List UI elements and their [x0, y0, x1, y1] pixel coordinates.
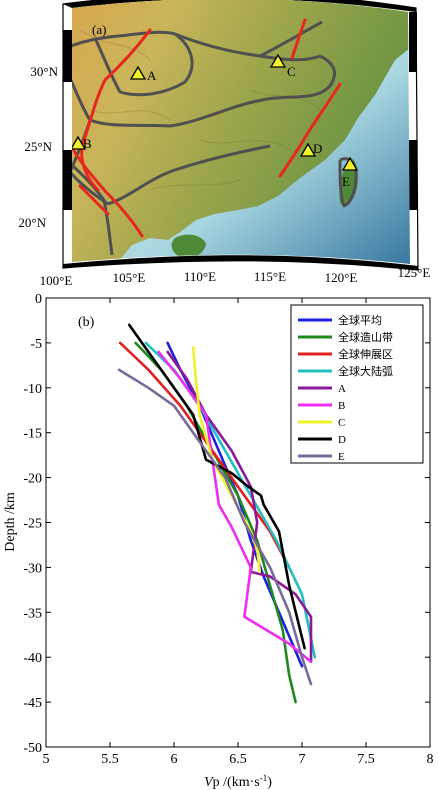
series-line-7: [127, 323, 306, 650]
map-stations: [72, 53, 359, 171]
lon-tick-120: 120°E: [325, 270, 358, 285]
station-D-marker: [299, 142, 317, 157]
lon-tick-115: 115°E: [254, 269, 286, 284]
lon-tick-125: 125°E: [398, 265, 431, 280]
x-tick-label: 7.5: [357, 752, 375, 767]
map-frame-band-top: [63, 0, 416, 12]
y-tick-label: -10: [23, 382, 42, 397]
y-axis-title: Depth /km: [3, 492, 18, 552]
chart-panel: 5 5.5 6 6.5 7 7.5 8 0 -5 -10 -15 -20 -25 -30 -35 -40 -45…: [3, 292, 434, 790]
y-tick-label: -5: [30, 337, 42, 352]
station-A-marker: [129, 65, 147, 80]
x-axis-title: Vp /(km·s-1): [204, 773, 272, 790]
series-lines: [117, 323, 317, 704]
y-tick-label: -35: [23, 606, 42, 621]
series-line-6: [191, 346, 262, 574]
lon-tick-110: 110°E: [184, 269, 216, 284]
station-B-label: B: [83, 136, 92, 151]
station-C-label: C: [287, 64, 296, 79]
map-frame-band-right-1: [409, 12, 417, 72]
y-tick-label: -30: [23, 561, 42, 576]
series-line-5: [157, 350, 313, 664]
lon-tick-100: 100°E: [40, 273, 73, 288]
legend-label: 全球造山带: [338, 330, 393, 344]
x-tick-label: 5.5: [101, 752, 119, 767]
station-A-label: A: [147, 68, 157, 83]
lat-tick-25: 25°N: [24, 139, 52, 154]
map-frame-band-left-1: [63, 30, 72, 82]
station-C-marker: [269, 53, 287, 68]
y-tick-label: 0: [35, 292, 42, 307]
legend-box: [290, 304, 424, 464]
legend-label: C: [338, 417, 345, 429]
x-tick-label: 6.5: [229, 752, 247, 767]
station-D-label: D: [313, 141, 322, 156]
y-tick-label: -20: [23, 472, 42, 487]
map-faults: [72, 18, 342, 238]
station-E-label: E: [342, 174, 350, 189]
y-tick-label: -45: [23, 696, 42, 711]
legend-label: A: [338, 383, 346, 395]
series-line-8: [117, 368, 313, 686]
station-E-marker: [341, 156, 359, 171]
x-tick-label: 6: [171, 752, 178, 767]
y-tick-label: -25: [23, 517, 42, 532]
x-tick-label: 8: [427, 752, 434, 767]
lat-tick-20: 20°N: [18, 215, 46, 230]
legend-label: E: [338, 451, 345, 463]
map-panel-label: (a): [92, 22, 106, 37]
map-frame-band-left-2: [63, 150, 72, 210]
station-B-marker: [72, 135, 87, 150]
y-tick-label: -15: [23, 427, 42, 442]
axes-ticks: 5 5.5 6 6.5 7 7.5 8 0 -5 -10 -15 -20 -25 -30 -35 -40 -45…: [23, 292, 433, 767]
legend-label: D: [338, 434, 346, 446]
x-tick-label: 5: [43, 752, 50, 767]
legend-label: B: [338, 400, 345, 412]
y-tick-label: -40: [23, 651, 42, 666]
map-frame-band-bottom: [63, 255, 418, 270]
x-tick-label: 7: [299, 752, 306, 767]
map-hainan: [171, 234, 206, 259]
legend-label: 全球平均: [338, 313, 382, 327]
map-panel: A B C D E (a) 30°N 25°N 20°N 100°E 105°E…: [18, 0, 430, 288]
map-land: [72, 0, 410, 264]
legend-label: 全球大陆弧: [338, 364, 393, 378]
map-frame-band-right-2: [409, 140, 417, 210]
chart-panel-label: (b): [78, 315, 95, 330]
y-tick-label: -50: [23, 741, 42, 756]
lat-tick-30: 30°N: [30, 64, 58, 79]
legend-label: 全球伸展区: [338, 347, 393, 361]
lon-tick-105: 105°E: [113, 270, 146, 285]
